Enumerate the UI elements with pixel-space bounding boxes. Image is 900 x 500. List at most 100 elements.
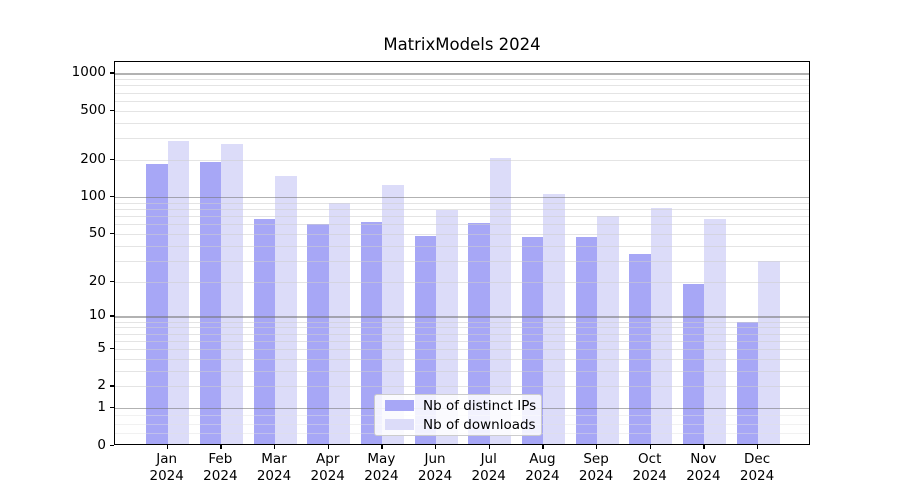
gridline-minor-90 <box>115 202 809 204</box>
gridline-minor-7 <box>115 333 809 335</box>
gridline-minor-9 <box>115 321 809 323</box>
x-tick-label-feb: Feb 2024 <box>203 451 238 484</box>
y-tick-2 <box>110 385 114 387</box>
y-tick-10 <box>110 315 114 317</box>
gridline-minor-4 <box>115 358 809 360</box>
x-tick-jan <box>166 445 168 449</box>
x-tick-label-sep: Sep 2024 <box>578 451 614 484</box>
bar-distinct-ips-may <box>360 222 383 444</box>
x-tick-label-nov: Nov 2024 <box>686 451 721 484</box>
x-tick-label-jan: Jan 2024 <box>149 451 184 484</box>
x-tick-nov <box>703 445 705 449</box>
gridline-minor-8 <box>115 327 809 329</box>
gridline-minor-80 <box>115 208 809 210</box>
bar-downloads-nov <box>704 219 726 444</box>
x-tick-may <box>381 445 383 449</box>
x-tick-aug <box>542 445 544 449</box>
y-tick-50 <box>110 232 114 235</box>
legend-swatch-downloads <box>385 419 414 430</box>
bar-downloads-aug <box>543 194 565 444</box>
y-tick-label-5: 5 <box>97 340 106 356</box>
gridline-minor-2 <box>115 386 809 388</box>
bar-distinct-ips-nov <box>682 284 705 444</box>
y-tick-label-2: 2 <box>97 377 106 394</box>
y-tick-label-500: 500 <box>80 101 106 118</box>
x-tick-apr <box>327 445 329 449</box>
gridline-minor-400 <box>115 122 809 124</box>
x-tick-dec <box>757 445 759 449</box>
legend-item-distinct-ips: Nb of distinct IPs <box>385 397 537 414</box>
x-tick-label-may: May 2024 <box>364 451 399 484</box>
x-tick-oct <box>649 445 652 449</box>
bar-distinct-ips-feb <box>199 162 222 444</box>
x-tick-feb <box>220 445 222 449</box>
x-tick-label-aug: Aug 2024 <box>525 451 560 484</box>
y-tick-20 <box>110 280 114 282</box>
y-tick-label-1000: 1000 <box>71 64 106 81</box>
y-tick-label-10: 10 <box>88 307 106 324</box>
bar-downloads-apr <box>328 202 351 444</box>
grid-layer <box>115 62 809 444</box>
bar-downloads-oct <box>650 208 673 444</box>
x-tick-mar <box>274 445 276 449</box>
bar-downloads-dec <box>758 260 780 444</box>
bar-downloads-mar <box>275 176 297 444</box>
y-tick-1000 <box>110 72 114 74</box>
gridline-minor-5 <box>115 349 809 350</box>
gridline-minor-500 <box>115 110 809 112</box>
gridline-major-100 <box>115 196 809 199</box>
x-tick-jul <box>488 445 491 449</box>
gridline-minor-40 <box>115 245 809 247</box>
y-tick-label-20: 20 <box>88 272 106 289</box>
y-tick-label-50: 50 <box>88 224 106 241</box>
bar-distinct-ips-aug <box>521 237 544 444</box>
legend-label-downloads: Nb of downloads <box>423 416 536 433</box>
y-tick-label-0: 0 <box>97 436 106 453</box>
x-tick-label-oct: Oct 2024 <box>632 451 667 484</box>
x-tick-label-mar: Mar 2024 <box>256 451 292 484</box>
y-tick-1 <box>110 407 114 409</box>
gridline-minor-900 <box>115 79 809 81</box>
bar-downloads-jul <box>489 158 512 444</box>
gridline-minor-600 <box>115 100 809 102</box>
bar-distinct-ips-dec <box>736 321 759 444</box>
bar-distinct-ips-jun <box>414 235 437 444</box>
y-tick-500 <box>110 109 114 112</box>
legend-label-distinct-ips: Nb of distinct IPs <box>423 397 537 414</box>
gridline-minor-60 <box>115 224 809 226</box>
bar-downloads-feb <box>221 143 243 444</box>
x-tick-sep <box>596 445 598 449</box>
gridline-minor-70 <box>115 215 809 217</box>
gridline-minor-300 <box>115 138 809 140</box>
x-tick-jun <box>435 445 437 449</box>
y-tick-label-1: 1 <box>97 399 106 416</box>
bar-downloads-may <box>382 185 404 444</box>
legend: Nb of distinct IPs Nb of downloads <box>374 394 542 436</box>
plot-area: Nb of distinct IPs Nb of downloads <box>114 61 810 445</box>
gridline-minor-20 <box>115 281 809 283</box>
gridline-minor-3 <box>115 370 809 372</box>
legend-item-downloads: Nb of downloads <box>385 416 536 433</box>
y-tick-5 <box>110 348 114 350</box>
gridline-major-10 <box>115 316 809 318</box>
y-tick-label-100: 100 <box>80 187 106 204</box>
legend-swatch-distinct-ips <box>385 400 414 411</box>
x-tick-label-dec: Dec 2024 <box>739 451 775 484</box>
gridline-minor-6 <box>115 340 809 342</box>
chart-title: MatrixModels 2024 <box>383 35 541 54</box>
bar-downloads-jan <box>167 141 190 444</box>
gridline-minor-700 <box>115 92 809 94</box>
y-tick-0 <box>110 444 114 446</box>
gridline-minor-800 <box>115 85 809 87</box>
y-tick-100 <box>110 195 114 198</box>
gridline-minor-50 <box>115 233 809 235</box>
bar-downloads-jun <box>436 210 458 444</box>
bar-distinct-ips-mar <box>253 219 276 444</box>
y-tick-label-200: 200 <box>80 150 106 167</box>
gridline-major-1000 <box>115 73 809 75</box>
x-tick-label-jun: Jun 2024 <box>417 451 453 484</box>
x-tick-label-jul: Jul 2024 <box>471 451 506 484</box>
gridline-minor-200 <box>115 159 809 161</box>
x-tick-label-apr: Apr 2024 <box>310 451 345 484</box>
